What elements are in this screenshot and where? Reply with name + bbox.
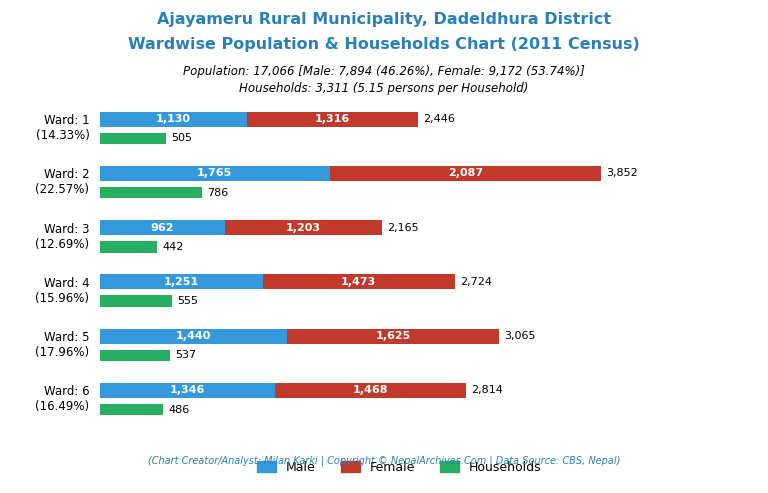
Bar — [100, 404, 163, 415]
Text: 486: 486 — [168, 405, 190, 415]
Bar — [100, 350, 170, 361]
Text: 3,065: 3,065 — [504, 331, 536, 341]
Bar — [100, 220, 225, 235]
Bar — [100, 295, 172, 307]
Text: 2,165: 2,165 — [387, 223, 419, 233]
Text: 1,203: 1,203 — [286, 223, 321, 233]
Text: Wardwise Population & Households Chart (2011 Census): Wardwise Population & Households Chart (… — [128, 37, 640, 52]
Text: Households: 3,311 (5.15 persons per Household): Households: 3,311 (5.15 persons per Hous… — [240, 82, 528, 95]
Text: 1,130: 1,130 — [156, 114, 191, 124]
Text: 1,440: 1,440 — [176, 331, 211, 341]
Text: (Chart Creator/Analyst: Milan Karki | Copyright © NepalArchives.Com | Data Sourc: (Chart Creator/Analyst: Milan Karki | Co… — [147, 456, 621, 466]
Bar — [100, 329, 287, 344]
Bar — [329, 166, 601, 181]
Bar — [263, 275, 455, 289]
Bar — [247, 112, 419, 127]
Bar — [100, 166, 329, 181]
Text: 2,446: 2,446 — [424, 114, 455, 124]
Bar — [225, 220, 382, 235]
Text: Ajayameru Rural Municipality, Dadeldhura District: Ajayameru Rural Municipality, Dadeldhura… — [157, 12, 611, 27]
Text: 962: 962 — [151, 223, 174, 233]
Text: 1,251: 1,251 — [164, 277, 199, 287]
Text: 1,468: 1,468 — [353, 386, 389, 395]
Text: 3,852: 3,852 — [607, 169, 638, 178]
Text: 537: 537 — [175, 351, 196, 360]
Text: 442: 442 — [163, 242, 184, 252]
Text: 505: 505 — [170, 134, 192, 143]
Text: 1,625: 1,625 — [376, 331, 411, 341]
Text: 2,724: 2,724 — [460, 277, 492, 287]
Text: 2,814: 2,814 — [472, 386, 503, 395]
Bar — [287, 329, 499, 344]
Text: Population: 17,066 [Male: 7,894 (46.26%), Female: 9,172 (53.74%)]: Population: 17,066 [Male: 7,894 (46.26%)… — [183, 65, 585, 78]
Text: 786: 786 — [207, 188, 229, 198]
Bar — [100, 133, 166, 144]
Text: 2,087: 2,087 — [448, 169, 483, 178]
Bar — [100, 241, 157, 252]
Text: 1,765: 1,765 — [197, 169, 233, 178]
Text: 1,346: 1,346 — [170, 386, 205, 395]
Text: 555: 555 — [177, 296, 198, 306]
Bar — [100, 112, 247, 127]
Bar — [100, 187, 202, 198]
Text: 1,316: 1,316 — [315, 114, 350, 124]
Bar — [275, 383, 466, 398]
Bar — [100, 383, 275, 398]
Text: 1,473: 1,473 — [341, 277, 376, 287]
Legend: Male, Female, Households: Male, Female, Households — [253, 456, 546, 479]
Bar — [100, 275, 263, 289]
